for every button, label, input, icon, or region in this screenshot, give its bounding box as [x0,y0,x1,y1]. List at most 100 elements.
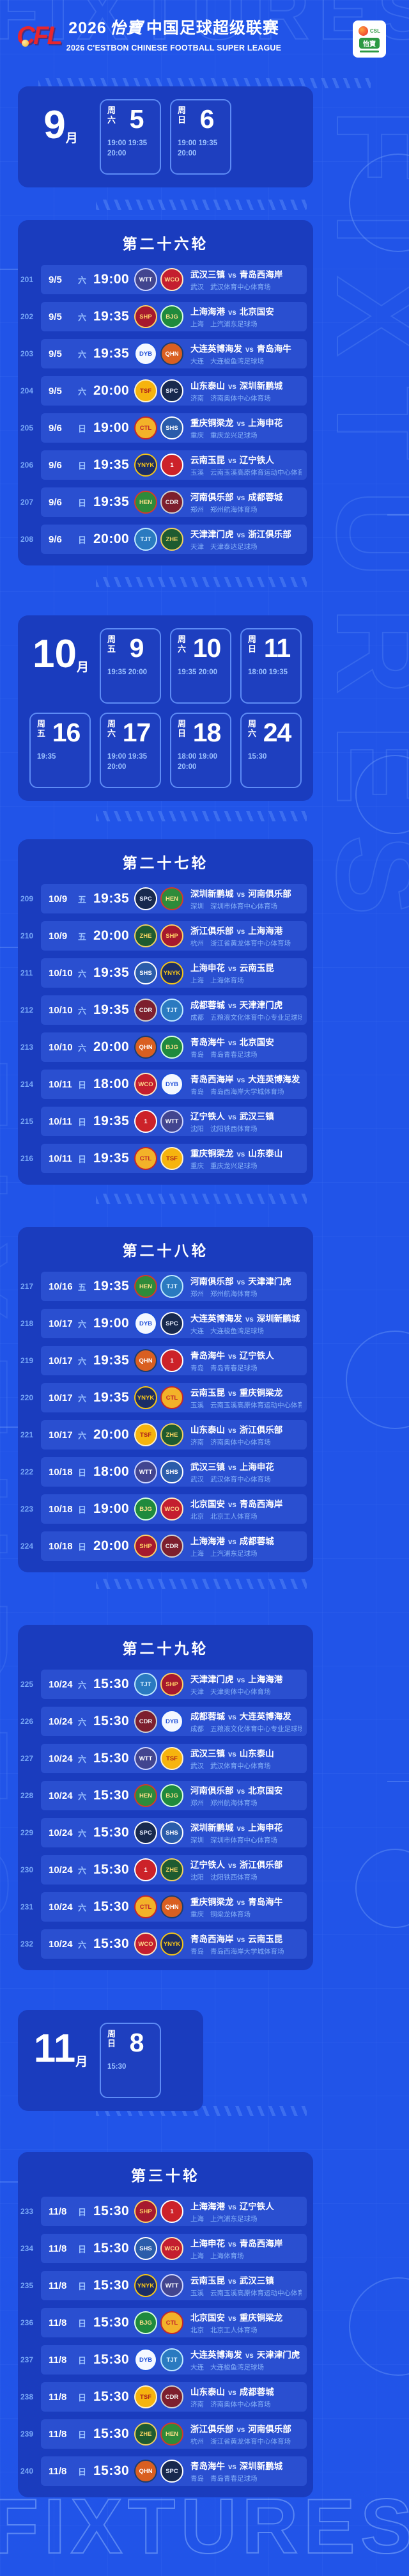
vs-label: vs [228,1353,236,1361]
match-date: 11/8 [49,2317,67,2328]
match-city: 上海 [190,320,204,328]
away-team-name: 青岛海牛 [256,344,291,354]
match-number: 204 [20,386,34,395]
match-city: 济南 [190,395,204,402]
match-teams-line: 浙江俱乐部 vs 河南俱乐部 [190,2422,302,2435]
match-band: 10/11 日 19:35 1 WTT 辽宁铁人 vs 武汉三镇 沈阳 沈阳铁西体育场 [41,1107,307,1136]
match-venue-line: 青岛 青岛西海岸大学城体育场 [190,1947,302,1956]
match-weekday: 六 [78,968,87,979]
home-team-name: 青岛西海岸 [190,1075,234,1084]
home-team-logo-icon: BJG [134,1497,157,1521]
team-logos: YNYK WTT [134,2274,183,2297]
match-band: 9/5 六 19:35 SHP BJG 上海海港 vs 北京国安 上海 上汽浦东足球场 [41,302,307,331]
match-weekday: 日 [78,1467,87,1478]
match-date: 10/24 [49,1716,73,1727]
match-time: 19:00 [93,1501,130,1516]
away-team-name: 天津津门虎 [248,1277,291,1286]
match-row: 235 11/8 日 15:30 YNYK WTT 云南玉昆 vs 武汉三镇 玉溪云… [18,2271,313,2300]
team-logos: CTL QHN [134,1895,183,1918]
home-team-name: 辽宁铁人 [190,1112,225,1121]
team-logos: SHS WCO [134,2237,183,2260]
kickoff-times: 19:35 20:00 [107,668,148,676]
away-team-name: 重庆铜梁龙 [239,1388,283,1398]
match-row: 239 11/8 日 15:30 ZHE HEN 浙江俱乐部 vs 河南俱乐部 杭州… [18,2419,313,2449]
match-venue-line: 重庆 重庆龙兴足球场 [190,1161,302,1171]
match-weekday: 六 [78,1430,87,1441]
match-band: 9/5 六 19:00 WTT WCO 武汉三镇 vs 青岛西海岸 武汉 武汉体育中心… [41,265,307,294]
match-venue-line: 上海 上海体育场 [190,976,302,985]
home-team-name: 河南俱乐部 [190,493,234,502]
away-team-name: 辽宁铁人 [239,1351,274,1361]
match-band: 10/24 六 15:30 CTL QHN 重庆铜梁龙 vs 青岛海牛 重庆 铜梁龙体… [41,1892,307,1922]
away-team-name: 深圳新鹏城 [239,381,283,391]
match-weekday: 五 [78,931,87,942]
away-team-name: 北京国安 [239,1038,274,1047]
match-band: 10/17 六 19:00 DYB SPC 大连英博海发 vs 深圳新鹏城 大连 大连… [41,1309,307,1338]
team-logos: TSF CDR [134,2385,183,2408]
match-info: 上海海港 vs 成都蓉城 上海 上汽浦东足球场 [190,1534,302,1558]
match-info: 山东泰山 vs 浙江俱乐部 济南 济南奥体中心体育场 [190,1423,302,1447]
match-city: 济南 [190,1439,204,1446]
home-team-name: 辽宁铁人 [190,1860,225,1870]
match-venue-line: 玉溪 云南玉溪高原体育运动中心体育场 [190,2288,302,2298]
arc-decoration [355,755,409,834]
match-row: 230 10/24 六 15:30 1 ZHE 辽宁铁人 vs 浙江俱乐部 沈阳 沈阳… [18,1855,313,1885]
match-number: 239 [20,2430,34,2438]
vs-label: vs [228,1464,236,1472]
match-number: 201 [20,275,34,284]
match-band: 10/24 六 15:30 HEN BJG 河南俱乐部 vs 北京国安 郑州 郑州航海… [41,1781,307,1810]
home-team-name: 北京国安 [190,2313,225,2323]
arc-decoration [355,1849,409,1928]
kickoff-times: 19:35 20:00 [178,668,218,676]
match-info: 深圳新鹏城 vs 河南俱乐部 深圳 深圳市体育中心体育场 [190,887,302,911]
month-unit: 月 [76,661,89,674]
away-team-logo-icon: 1 [160,454,183,477]
arc-decoration [349,154,409,252]
match-venue-line: 杭州 浙江省黄龙体育中心体育场 [190,2437,302,2446]
match-weekday: 六 [78,275,87,285]
month-label: 9 月 [24,106,97,146]
weekday-label: 周六 [248,719,257,738]
match-venue-line: 大连 大连梭鱼湾足球场 [190,1326,302,1336]
match-weekday: 六 [78,349,87,360]
match-teams-line: 深圳新鹏城 vs 上海申花 [190,1821,302,1833]
match-time: 15:30 [93,1825,130,1840]
home-team-logo-icon: HEN [134,491,157,514]
match-band: 9/6 日 19:35 YNYK 1 云南玉昆 vs 辽宁铁人 玉溪 云南玉溪高原体育… [41,450,307,480]
page-header: CFL 2026 怡寶 中国足球超级联赛 2026 C'ESTBON CHINESE… [0,0,409,75]
match-date: 11/8 [49,2354,67,2366]
away-team-logo-icon: SPC [160,379,183,402]
match-list: 233 11/8 日 15:30 SHP 1 上海海港 vs 辽宁铁人 上海 上汽浦东… [18,2197,313,2486]
day-card: 周日 18 18:00 19:00 20:00 [170,713,231,788]
deco-strip [96,1579,307,1589]
match-date: 11/8 [49,2206,67,2217]
match-teams-line: 浙江俱乐部 vs 上海海港 [190,924,302,936]
match-row: 223 10/18 日 19:00 BJG WCO 北京国安 vs 青岛西海岸 北京… [18,1494,313,1524]
match-city: 深圳 [190,1837,204,1844]
match-info: 青岛西海岸 vs 大连英博海发 青岛 青岛西海岸大学城体育场 [190,1072,302,1096]
team-logos: ZHE HEN [134,2422,183,2446]
match-stadium: 上汽浦东足球场 [210,2215,258,2223]
match-row: 236 11/8 日 15:30 BJG CTL 北京国安 vs 重庆铜梁龙 北京北… [18,2308,313,2337]
match-time: 19:35 [93,494,130,509]
match-number: 237 [20,2355,34,2364]
away-team-logo-icon: QHN [160,342,183,365]
home-team-logo-icon: WTT [134,1747,157,1770]
day-card-top: 周日 18 [178,719,226,746]
match-venue-line: 成都 五粮液文化体育中心专业足球场 [190,1013,302,1022]
team-logos: TSF SPC [134,379,183,402]
match-venue-line: 青岛 青岛青春足球场 [190,1363,302,1373]
match-row: 214 10/11 日 18:00 WCO DYB 青岛西海岸 vs 大连英博海发 … [18,1070,313,1099]
away-team-name: 河南俱乐部 [248,2424,291,2434]
match-date: 10/24 [49,1679,73,1690]
match-band: 10/18 日 20:00 SHP CDR 上海海港 vs 成都蓉城 上海 上汽浦东足… [41,1531,307,1561]
match-row: 231 10/24 六 15:30 CTL QHN 重庆铜梁龙 vs 青岛海牛 重庆… [18,1892,313,1922]
kickoff-times: 18:00 19:00 20:00 [178,753,218,771]
fixtures-watermark: FIXTURES [0,2483,409,2570]
match-date: 9/6 [49,496,62,508]
match-info: 辽宁铁人 vs 浙江俱乐部 沈阳 沈阳铁西体育场 [190,1858,302,1882]
team-logos: BJG CTL [134,2311,183,2334]
match-time: 19:00 [93,420,130,435]
match-time: 19:35 [93,1151,130,1166]
vs-label: vs [228,2241,236,2248]
